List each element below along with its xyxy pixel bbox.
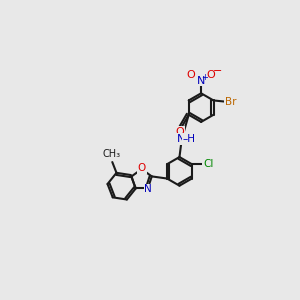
Text: −: −: [213, 66, 223, 76]
Text: O: O: [206, 70, 215, 80]
Text: Br: Br: [225, 97, 237, 107]
Text: CH₃: CH₃: [102, 148, 120, 159]
Text: O: O: [176, 127, 184, 137]
Text: N: N: [177, 134, 185, 144]
Text: O: O: [187, 70, 195, 80]
Text: Cl: Cl: [203, 159, 214, 169]
Text: N: N: [145, 184, 152, 194]
Text: N: N: [197, 76, 205, 85]
Text: –H: –H: [183, 134, 196, 144]
Text: O: O: [137, 163, 146, 173]
Text: +: +: [201, 73, 208, 82]
